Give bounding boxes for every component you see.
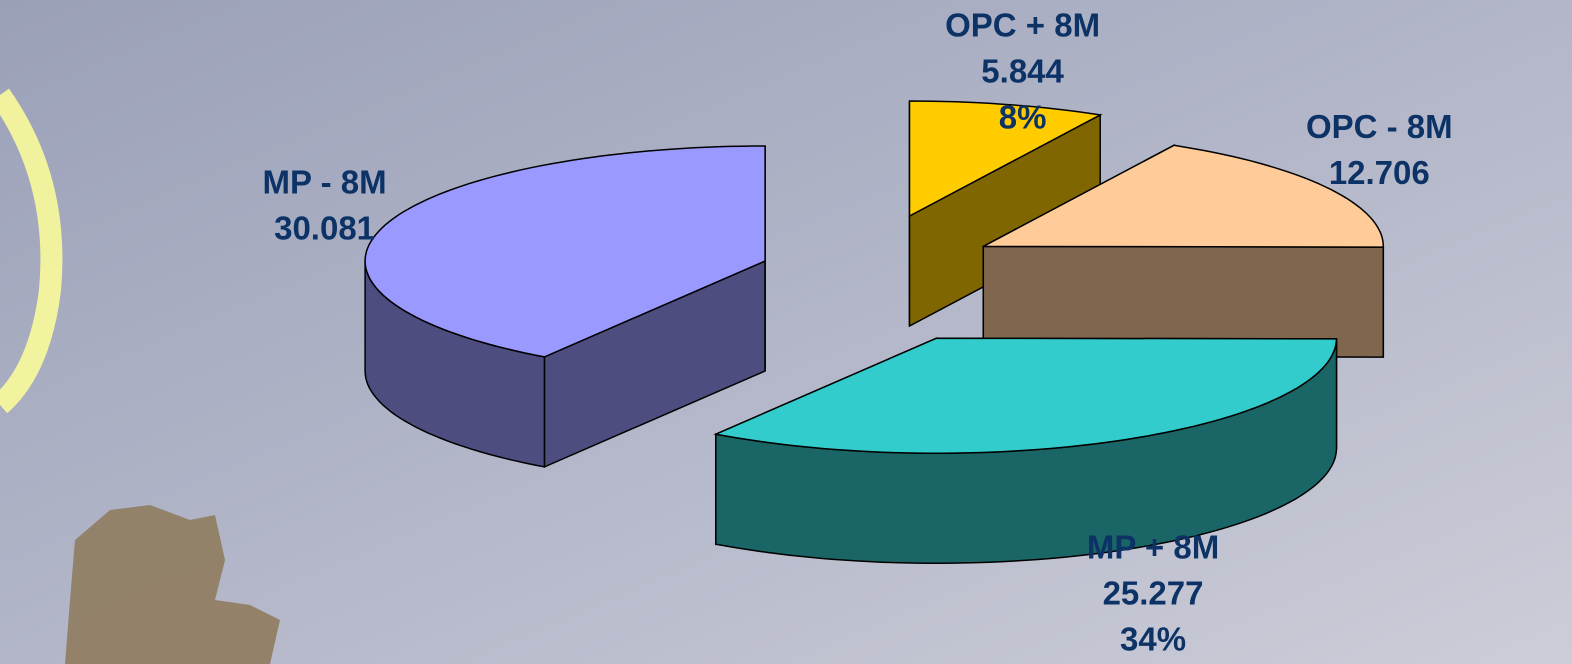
slice-label: MP + 8M — [1087, 529, 1219, 566]
decor-map — [65, 505, 280, 664]
percent-label: 34% — [1120, 621, 1186, 658]
slice — [908, 100, 1103, 328]
slice — [713, 337, 1338, 564]
slice — [713, 337, 1338, 454]
decor-arc — [0, 88, 63, 414]
value-label: 12.706 — [1329, 154, 1430, 191]
slice — [364, 145, 766, 469]
slice — [364, 145, 766, 358]
slice-label: OPC + 8M — [945, 7, 1100, 44]
slice — [982, 144, 1385, 248]
slice-label: MP - 8M — [263, 163, 387, 200]
value-label: 25.277 — [1103, 575, 1204, 612]
value-label: 30.081 — [274, 209, 375, 246]
value-label: 5.844 — [981, 53, 1064, 90]
slice — [908, 100, 1103, 218]
percent-label: 8% — [999, 99, 1047, 136]
slice — [982, 144, 1385, 358]
slice-label: OPC - 8M — [1306, 108, 1453, 145]
pie — [364, 100, 1385, 564]
